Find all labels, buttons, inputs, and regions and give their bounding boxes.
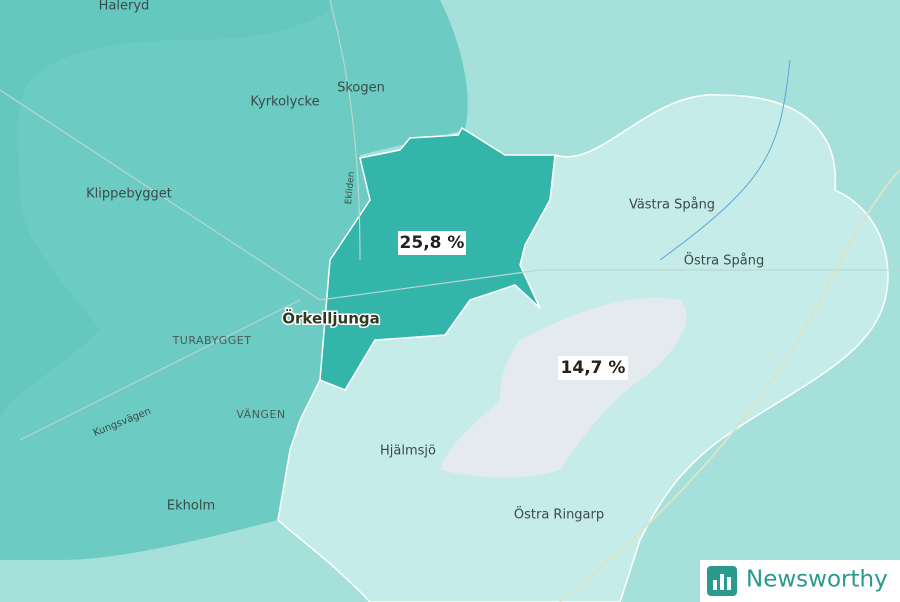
- place-label: Ekliden: [344, 171, 357, 205]
- place-label: Östra Spång: [684, 252, 765, 269]
- place-label: Skogen: [337, 81, 385, 96]
- stream: [659, 59, 791, 261]
- region-north: [0, 0, 330, 420]
- label-box: [398, 231, 466, 255]
- label-box: [558, 356, 628, 380]
- place-label: Ekholm: [167, 499, 215, 514]
- road: [0, 89, 900, 301]
- highway: [559, 169, 900, 602]
- logo-text: Newsworthy: [746, 567, 888, 593]
- place-label: Hjälmsjö: [380, 444, 436, 459]
- road: [329, 0, 361, 261]
- place-label: Örkelljunga: [282, 309, 380, 328]
- region-left: [0, 0, 468, 560]
- place-label: TURABYGGET: [172, 334, 252, 347]
- value-label: 14,7 %: [561, 358, 626, 378]
- place-label: Haleryd: [99, 0, 150, 14]
- place-label: Östra Ringarp: [514, 506, 604, 523]
- logo-icon-bar: [713, 580, 717, 590]
- place-label: Västra Spång: [629, 198, 715, 213]
- place-label: VÄNGEN: [236, 408, 285, 421]
- value-label: 25,8 %: [400, 233, 465, 253]
- place-label: Kyrkolycke: [250, 95, 319, 110]
- place-label: Klippebygget: [86, 187, 172, 202]
- logo-icon-bar: [720, 574, 724, 590]
- region-center: [319, 126, 556, 391]
- lake: [440, 298, 687, 478]
- logo-icon-bar: [727, 577, 731, 590]
- road: [19, 299, 301, 441]
